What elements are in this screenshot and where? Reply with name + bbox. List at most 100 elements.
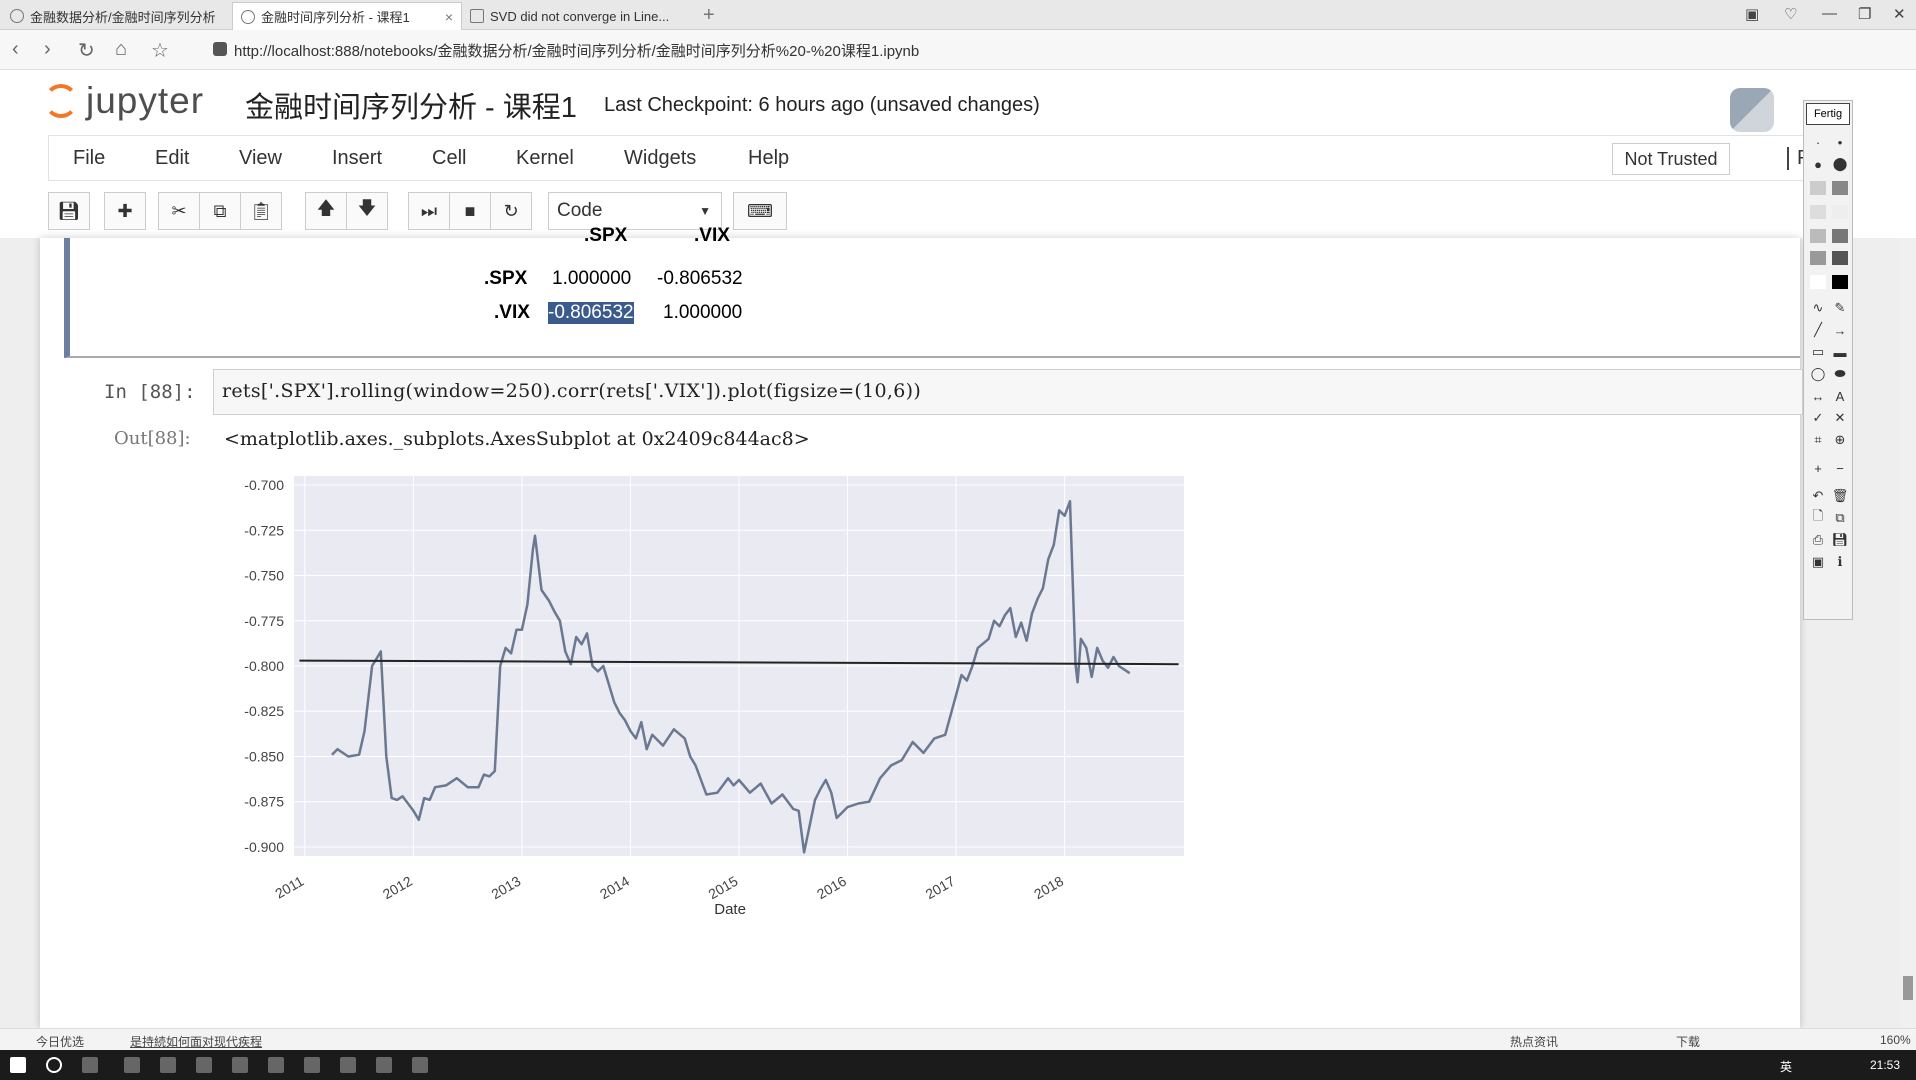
swatch-icon[interactable] [1832, 275, 1848, 289]
filled-rectangle-icon[interactable]: ▬ [1833, 344, 1847, 360]
maximize-button[interactable]: ❐ [1858, 6, 1872, 23]
url-field[interactable]: http://localhost:888/notebooks/金融数据分析/金融… [234, 43, 920, 60]
new-tab-button[interactable]: + [703, 4, 715, 26]
cross-icon[interactable]: ✕ [1834, 410, 1846, 425]
forward-icon[interactable]: › [44, 38, 51, 60]
filled-ellipse-icon[interactable]: ⬬ [1834, 366, 1846, 381]
taskbar-app-icon[interactable] [304, 1057, 320, 1073]
menu-edit[interactable]: Edit [155, 147, 190, 169]
line-icon[interactable]: ╱ [1814, 322, 1822, 337]
small-dot-icon[interactable]: · [1815, 134, 1821, 150]
freehand-icon[interactable]: ∿ [1812, 300, 1824, 315]
move-down-icon[interactable]: 🡇 [346, 192, 388, 230]
screen-icon[interactable]: ▣ [1811, 554, 1825, 569]
status-left[interactable]: 今日优选 [36, 1035, 85, 1049]
palette-title[interactable]: Fertig [1806, 103, 1850, 125]
zoom-level[interactable]: 160% [1880, 1033, 1911, 1047]
swatch-icon[interactable] [1810, 205, 1826, 219]
clock[interactable]: 21:53 [1870, 1058, 1901, 1072]
menu-file[interactable]: File [73, 147, 106, 169]
save-icon[interactable]: 💾︎ [1831, 532, 1849, 547]
cell-type-select[interactable]: Code ▼ [548, 192, 722, 230]
taskbar-app-icon[interactable] [340, 1057, 356, 1073]
menu-cell[interactable]: Cell [432, 147, 467, 169]
rectangle-icon[interactable]: ▭ [1811, 344, 1825, 359]
keyboard-icon[interactable]: ⌨ [733, 192, 787, 230]
check-icon[interactable]: ✓ [1812, 410, 1824, 425]
pen-icon[interactable]: ✎ [1834, 300, 1846, 315]
minus-icon[interactable]: − [1836, 460, 1844, 476]
stop-icon[interactable]: ■ [449, 192, 491, 230]
search-icon[interactable] [46, 1057, 62, 1073]
large-dot-icon[interactable]: ⬤ [1832, 156, 1848, 171]
browser-tab[interactable]: 金融数据分析/金融时间序列分析 [2, 2, 232, 30]
menu-help[interactable]: Help [748, 147, 790, 169]
menu-view[interactable]: View [239, 147, 282, 169]
browser-tab-active[interactable]: 金融时间序列分析 - 课程1 × [232, 2, 462, 30]
bookmark-icon[interactable]: ♡ [1784, 6, 1798, 23]
taskbar-app-icon[interactable] [232, 1057, 248, 1073]
swatch-icon[interactable] [1810, 251, 1826, 265]
print-icon[interactable]: ⎙ [1812, 532, 1824, 547]
swatch-icon[interactable] [1832, 229, 1848, 243]
code-text[interactable]: rets['.SPX'].rolling(window=250).corr(re… [222, 380, 922, 402]
swatch-icon[interactable] [1832, 181, 1848, 195]
zoom-icon[interactable]: ⊕ [1834, 432, 1846, 447]
menu-insert[interactable]: Insert [332, 147, 383, 169]
move-up-icon[interactable]: 🡅 [305, 192, 347, 230]
task-view-icon[interactable] [82, 1057, 98, 1073]
undo-icon[interactable]: ↶ [1812, 488, 1824, 503]
text-icon[interactable]: A [1835, 388, 1845, 404]
taskbar-app-icon[interactable] [124, 1057, 140, 1073]
arrow-icon[interactable]: → [1833, 322, 1847, 338]
insert-cell-icon[interactable]: ✚ [104, 192, 146, 230]
copy-icon[interactable]: ⧉ [199, 192, 241, 230]
status-hot-news[interactable]: 热点资讯 [1510, 1035, 1559, 1049]
swatch-icon[interactable] [1810, 275, 1826, 289]
table-cell-selected[interactable]: -0.806532 [548, 302, 634, 324]
previous-output-cell[interactable]: .SPX .VIX .SPX 1.000000 -0.806532 .VIX -… [64, 225, 1800, 358]
taskbar-app-icon[interactable] [268, 1057, 284, 1073]
run-icon[interactable]: ⏭ [408, 192, 450, 230]
swatch-icon[interactable] [1810, 181, 1826, 195]
taskbar-app-icon[interactable] [376, 1057, 392, 1073]
status-download[interactable]: 下载 [1676, 1035, 1701, 1049]
restart-icon[interactable]: ↻ [490, 192, 532, 230]
taskbar-app-icon[interactable] [196, 1057, 212, 1073]
taskbar-app-icon[interactable] [160, 1057, 176, 1073]
cut-icon[interactable]: ✂ [158, 192, 200, 230]
status-news-link[interactable]: 是持続如何面对现代疾程 [130, 1035, 263, 1049]
browser-tab[interactable]: SVD did not converge in Line... [462, 2, 694, 30]
minimize-button[interactable]: — [1822, 5, 1837, 22]
new-page-icon[interactable]: 🗋︎ [1812, 508, 1824, 523]
notebook-title[interactable]: 金融时间序列分析 - 课程1 [245, 92, 577, 124]
paste-icon[interactable]: 📋︎ [240, 192, 282, 230]
swatch-icon[interactable] [1810, 229, 1826, 243]
code-cell-input[interactable]: rets['.SPX'].rolling(window=250).corr(re… [213, 369, 1803, 415]
star-icon[interactable]: ☆ [151, 40, 169, 62]
swatch-icon[interactable] [1832, 251, 1848, 265]
menu-widgets[interactable]: Widgets [624, 147, 697, 169]
reload-icon[interactable]: ↻ [78, 40, 95, 62]
double-arrow-icon[interactable]: ↔ [1811, 388, 1825, 404]
home-icon[interactable]: ⌂ [115, 38, 128, 60]
input-language[interactable]: 英 [1780, 1060, 1793, 1074]
windows-start-icon[interactable] [10, 1057, 26, 1073]
tab-list-icon[interactable]: ▣ [1745, 6, 1760, 23]
menu-kernel[interactable]: Kernel [516, 147, 574, 169]
swatch-icon[interactable] [1832, 205, 1848, 219]
trash-icon[interactable]: 🗑︎ [1831, 488, 1849, 503]
dot-icon[interactable]: • [1837, 134, 1843, 150]
crop-icon[interactable]: ⌗ [1814, 432, 1822, 447]
scrollbar-thumb[interactable] [1903, 976, 1913, 1000]
close-window-button[interactable]: ✕ [1893, 6, 1906, 23]
save-icon[interactable]: 💾︎ [48, 192, 90, 230]
ellipse-icon[interactable]: ◯ [1810, 366, 1826, 381]
back-icon[interactable]: ‹ [12, 38, 19, 60]
vertical-scrollbar[interactable] [1900, 238, 1916, 1028]
close-tab-icon[interactable]: × [444, 8, 453, 25]
trust-button[interactable]: Not Trusted [1612, 143, 1730, 175]
jupyter-logo[interactable]: jupyter [44, 80, 204, 122]
info-icon[interactable]: ℹ [1837, 554, 1843, 569]
plus-icon[interactable]: + [1814, 460, 1822, 476]
